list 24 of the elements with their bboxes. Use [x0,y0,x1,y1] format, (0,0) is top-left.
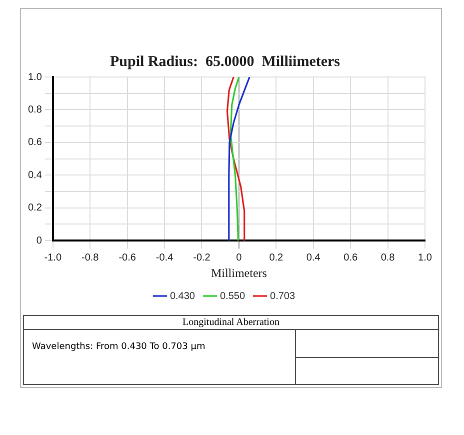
legend-label: 0.550 [220,290,246,302]
y-tick-label: 0.4 [28,170,42,181]
x-axis-title: Millimeters [210,266,268,280]
x-tick-label: -0.6 [118,252,136,264]
x-tick-label: 0.8 [380,252,396,264]
x-tick-label: -1.0 [44,252,62,264]
x-tick-label: 0.2 [269,252,284,264]
x-tick-label: 0 [236,252,242,264]
text: Wavelengths: From 0.430 To 0.703 µm [24,330,296,384]
legend-label: 0.703 [270,290,296,302]
y-tick-label: 0 [36,235,42,246]
x-tick-label: 1.0 [418,252,432,264]
y-tick-label: 0.6 [28,137,42,148]
x-tick-label: 0.6 [344,252,358,264]
x-tick-label: 0.4 [306,252,321,264]
x-tick-label: -0.8 [81,252,100,264]
x-tick-label: -0.2 [193,252,211,264]
text: Longitudinal Aberration [24,316,438,330]
legend-label: 0.430 [170,290,196,302]
y-tick-label: 0.2 [28,202,42,214]
y-tick-label: 0.8 [28,104,42,116]
x-tick-label: -0.4 [156,252,174,264]
y-tick-label: 1.0 [28,72,42,83]
chart-title: Pupil Radius: 65.0000 Milliimeters [110,54,340,70]
